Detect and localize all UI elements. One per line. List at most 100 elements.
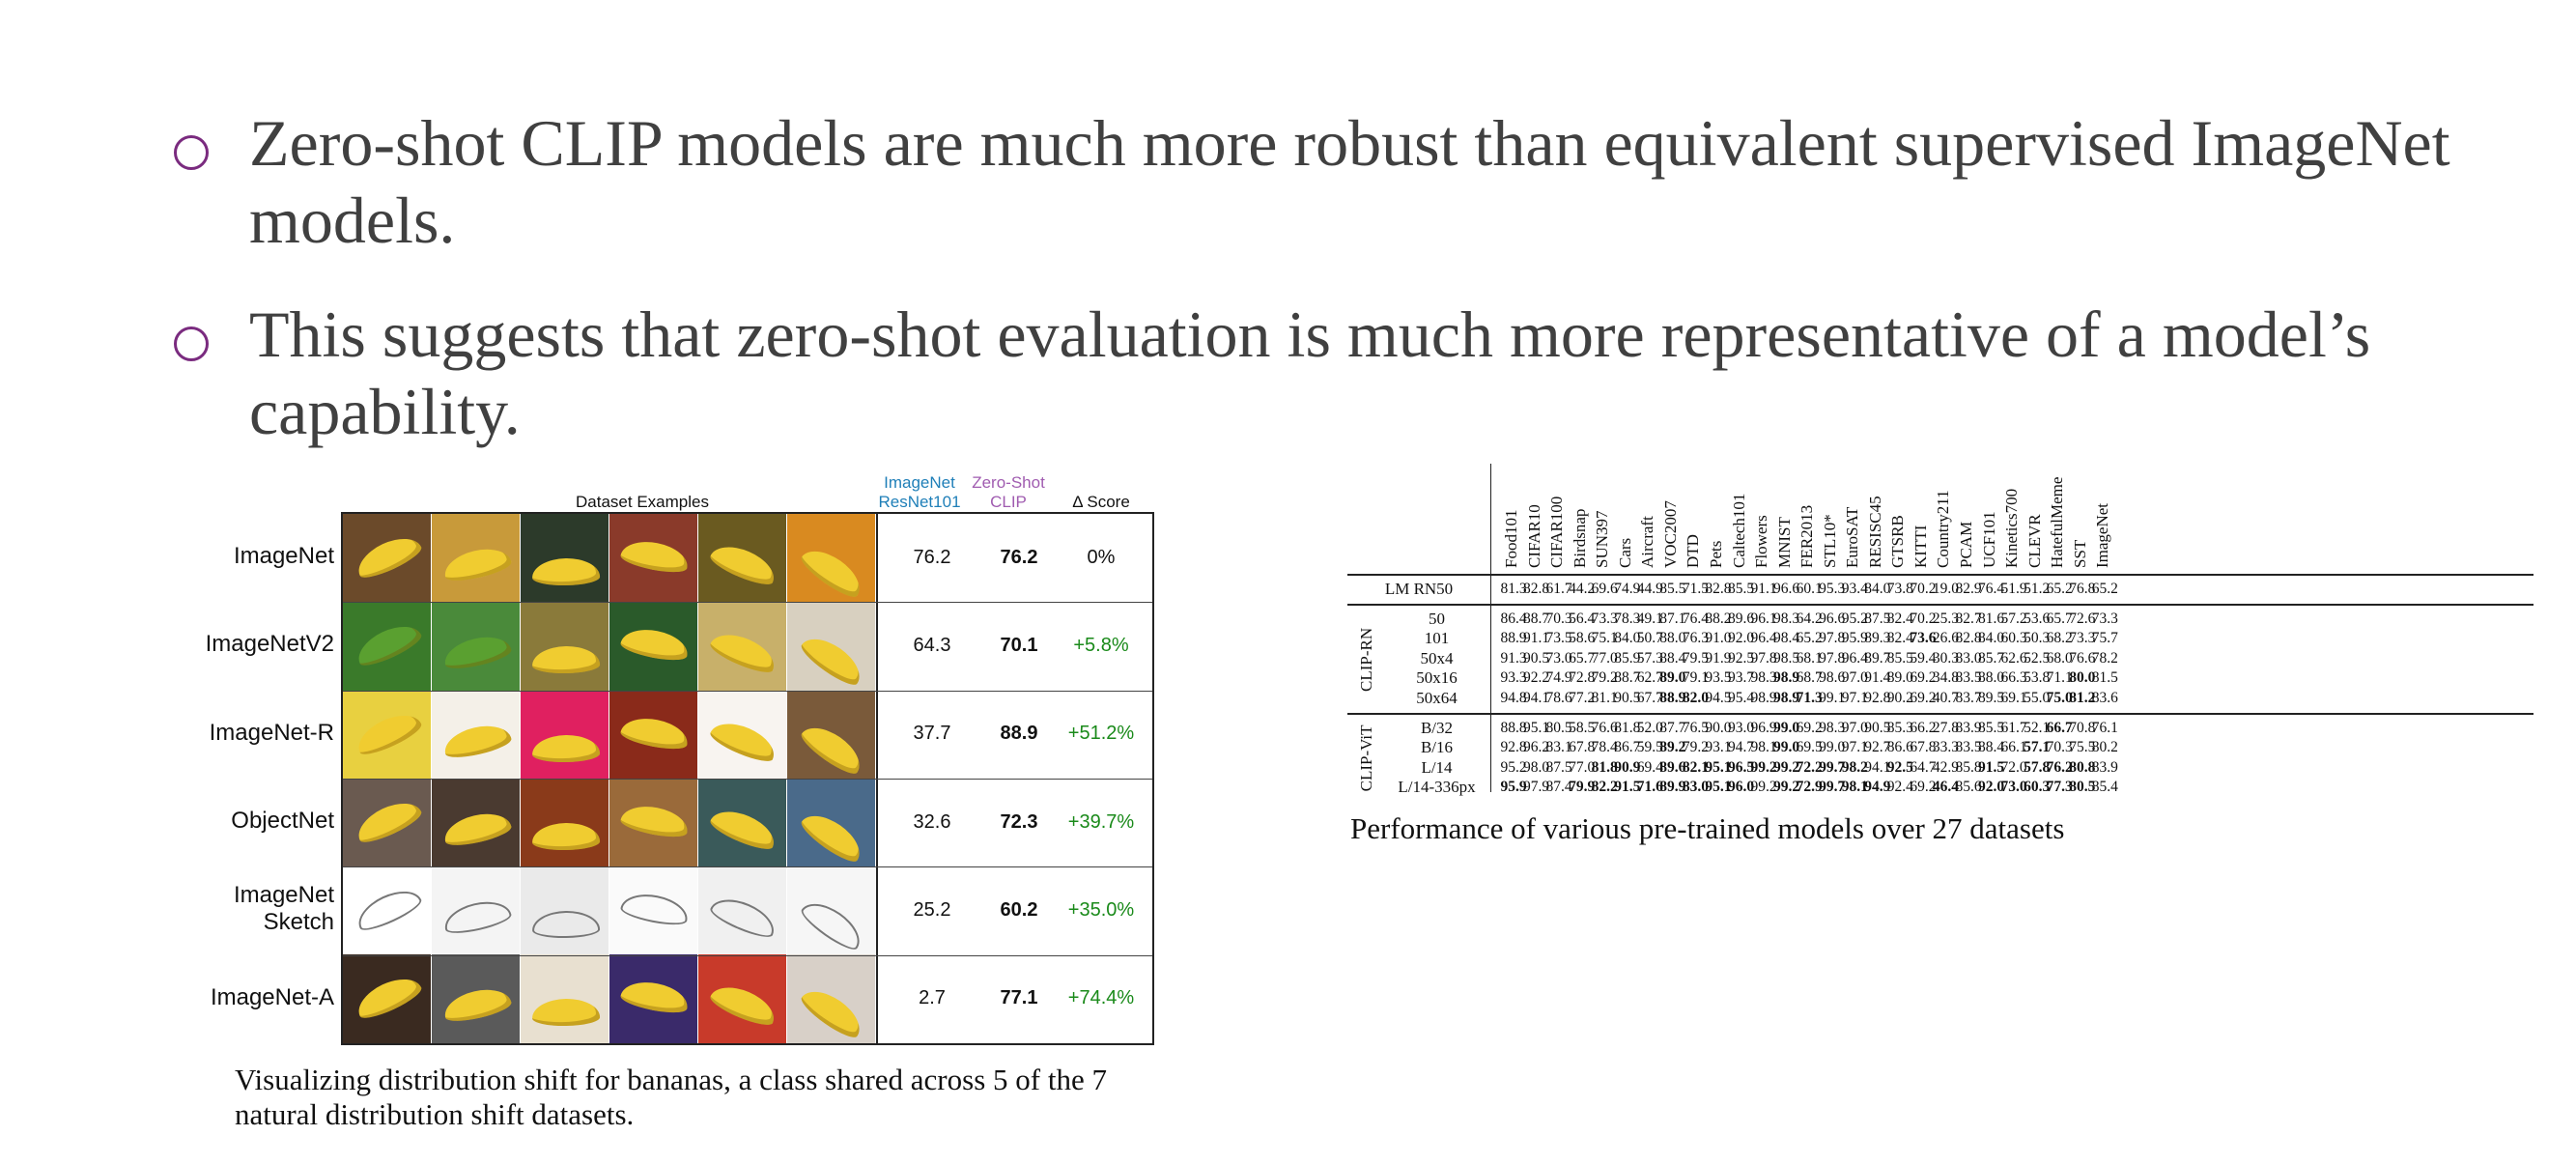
banana-example-image [343,690,432,779]
table-cell: 82.4 [1886,610,1913,627]
table-cell: 69.2 [1910,669,1937,687]
column-header: Aircraft [1638,516,1657,568]
table-cell: 91.1 [1522,630,1550,647]
table-cell: 90.5 [1864,719,1891,736]
image-tiles [343,514,876,1043]
table-cell: 85.5 [1659,581,1686,597]
row-label: ImageNetV2 [205,631,334,658]
table-cell: 99.2 [1750,779,1777,796]
table-cell: 72.9 [1796,779,1823,796]
table-cell: 99.2 [1750,758,1777,776]
table-cell: 88.0 [1659,630,1686,647]
banana-shape [352,794,425,848]
banana-shape [352,882,425,936]
table-cell: 99.7 [1819,758,1846,776]
table-cell: 57.1 [2024,739,2051,756]
table-cell: 81.2 [2069,690,2096,706]
table-cell: 91.5 [1977,758,2005,776]
table-cell: 79.5 [1682,649,1709,667]
table-cell: 72.2 [1796,758,1823,776]
banana-shape [440,808,514,850]
table-cell: 76.6 [1591,719,1618,736]
examples-grid: 76.2 76.2 0% 64.3 70.1 +5.8% 37.7 88.9 +51.2% 32.… [341,512,1154,1045]
table-cell: 98.4 [1773,630,1800,647]
table-cell: 44.2 [1569,581,1596,597]
table-cell: 80.5 [1545,719,1572,736]
value-clip: 77.1 [1000,987,1038,1009]
table-cell: 84.0 [1977,630,2005,647]
table-cell: 79.9 [1569,779,1596,796]
table-cell: 73.8 [1886,581,1913,597]
banana-shape [531,733,601,763]
table-cell: 73.5 [1545,630,1572,647]
table-cell: 70.3 [1545,610,1572,627]
model-name: 50x4 [1420,648,1454,667]
banana-example-image [343,954,432,1043]
table-cell: 93.1 [1705,739,1732,756]
table-cell: 85.8 [1955,758,1982,776]
table-cell: 53.8 [2024,669,2051,687]
table-cell: 69.4 [1636,758,1663,776]
table-cell: 89.2 [1659,739,1686,756]
value-delta: +35.0% [1067,898,1135,921]
table-cell: 85.4 [2091,779,2118,796]
column-header: Caltech101 [1729,493,1748,568]
table-cell: 96.4 [1750,630,1777,647]
banana-example-image [521,866,609,955]
table-cell: 93.0 [1727,719,1755,736]
table-cell: 95.2 [1841,610,1868,627]
column-header: UCF101 [1979,511,1998,568]
bullet-marker-icon [174,326,209,361]
column-header: HatefulMeme [2048,476,2067,568]
table-cell: 90.5 [1614,690,1641,706]
banana-shape [707,891,780,943]
banana-shape [797,629,868,691]
column-header: Pets [1706,540,1725,568]
table-cell: 71.6 [1636,779,1663,796]
column-header: STL10* [1820,514,1839,568]
table-cell: 44.9 [1636,581,1663,597]
table-cell: 92.0 [1977,779,2005,796]
table-cell: 85.5 [1977,719,2005,736]
table-cell: 89.3 [1864,630,1891,647]
bullet-1: Zero-shot CLIP models are much more robu… [174,104,2471,259]
table-cell: 98.9 [1750,690,1777,706]
model-name: B/32 [1420,718,1454,737]
banana-example-image [432,602,521,691]
table-cell: 99.1 [1819,690,1846,706]
column-header: Flowers [1752,515,1771,568]
banana-shape [797,718,868,779]
table-cell: 85.5 [1886,649,1913,667]
table-cell: 65.2 [2046,581,2073,597]
column-header: GTSRB [1888,515,1908,568]
table-cell: 98.1 [1841,779,1868,796]
banana-shape [531,645,601,674]
table-cell: 80.2 [2091,739,2118,756]
banana-shape [440,543,514,585]
table-cell: 87.5 [1864,610,1891,627]
banana-shape [531,822,601,851]
table-cell: 87.5 [1545,758,1572,776]
table-cell: 66.1 [2000,739,2027,756]
table-cell: 85.6 [1955,779,1982,796]
table-cell: 94.8 [1500,690,1527,706]
banana-example-image [787,514,876,603]
value-resnet: 37.7 [913,723,951,745]
table-cell: 89.9 [1659,779,1686,796]
group-label: CLIP-RN [1357,627,1375,692]
table-cell: 99.2 [1773,779,1800,796]
banana-example-image [787,954,876,1043]
table-cell: 96.6 [1819,610,1846,627]
table-cell: 65.2 [1796,630,1823,647]
column-header: SST [2070,539,2089,568]
table-cell: 95.9 [1841,630,1868,647]
table-cell: 58.6 [1569,630,1596,647]
table-cell: 76.2 [2046,758,2073,776]
table-cell: 52.0 [1636,719,1663,736]
value-resnet: 76.2 [913,546,951,568]
table-cell: 97.1 [1841,739,1868,756]
header-dataset-examples: Dataset Examples [576,493,709,511]
table-cell: 75.5 [2069,739,2096,756]
table-cell: 88.4 [1977,739,2005,756]
table-cell: 80.5 [2069,779,2096,796]
